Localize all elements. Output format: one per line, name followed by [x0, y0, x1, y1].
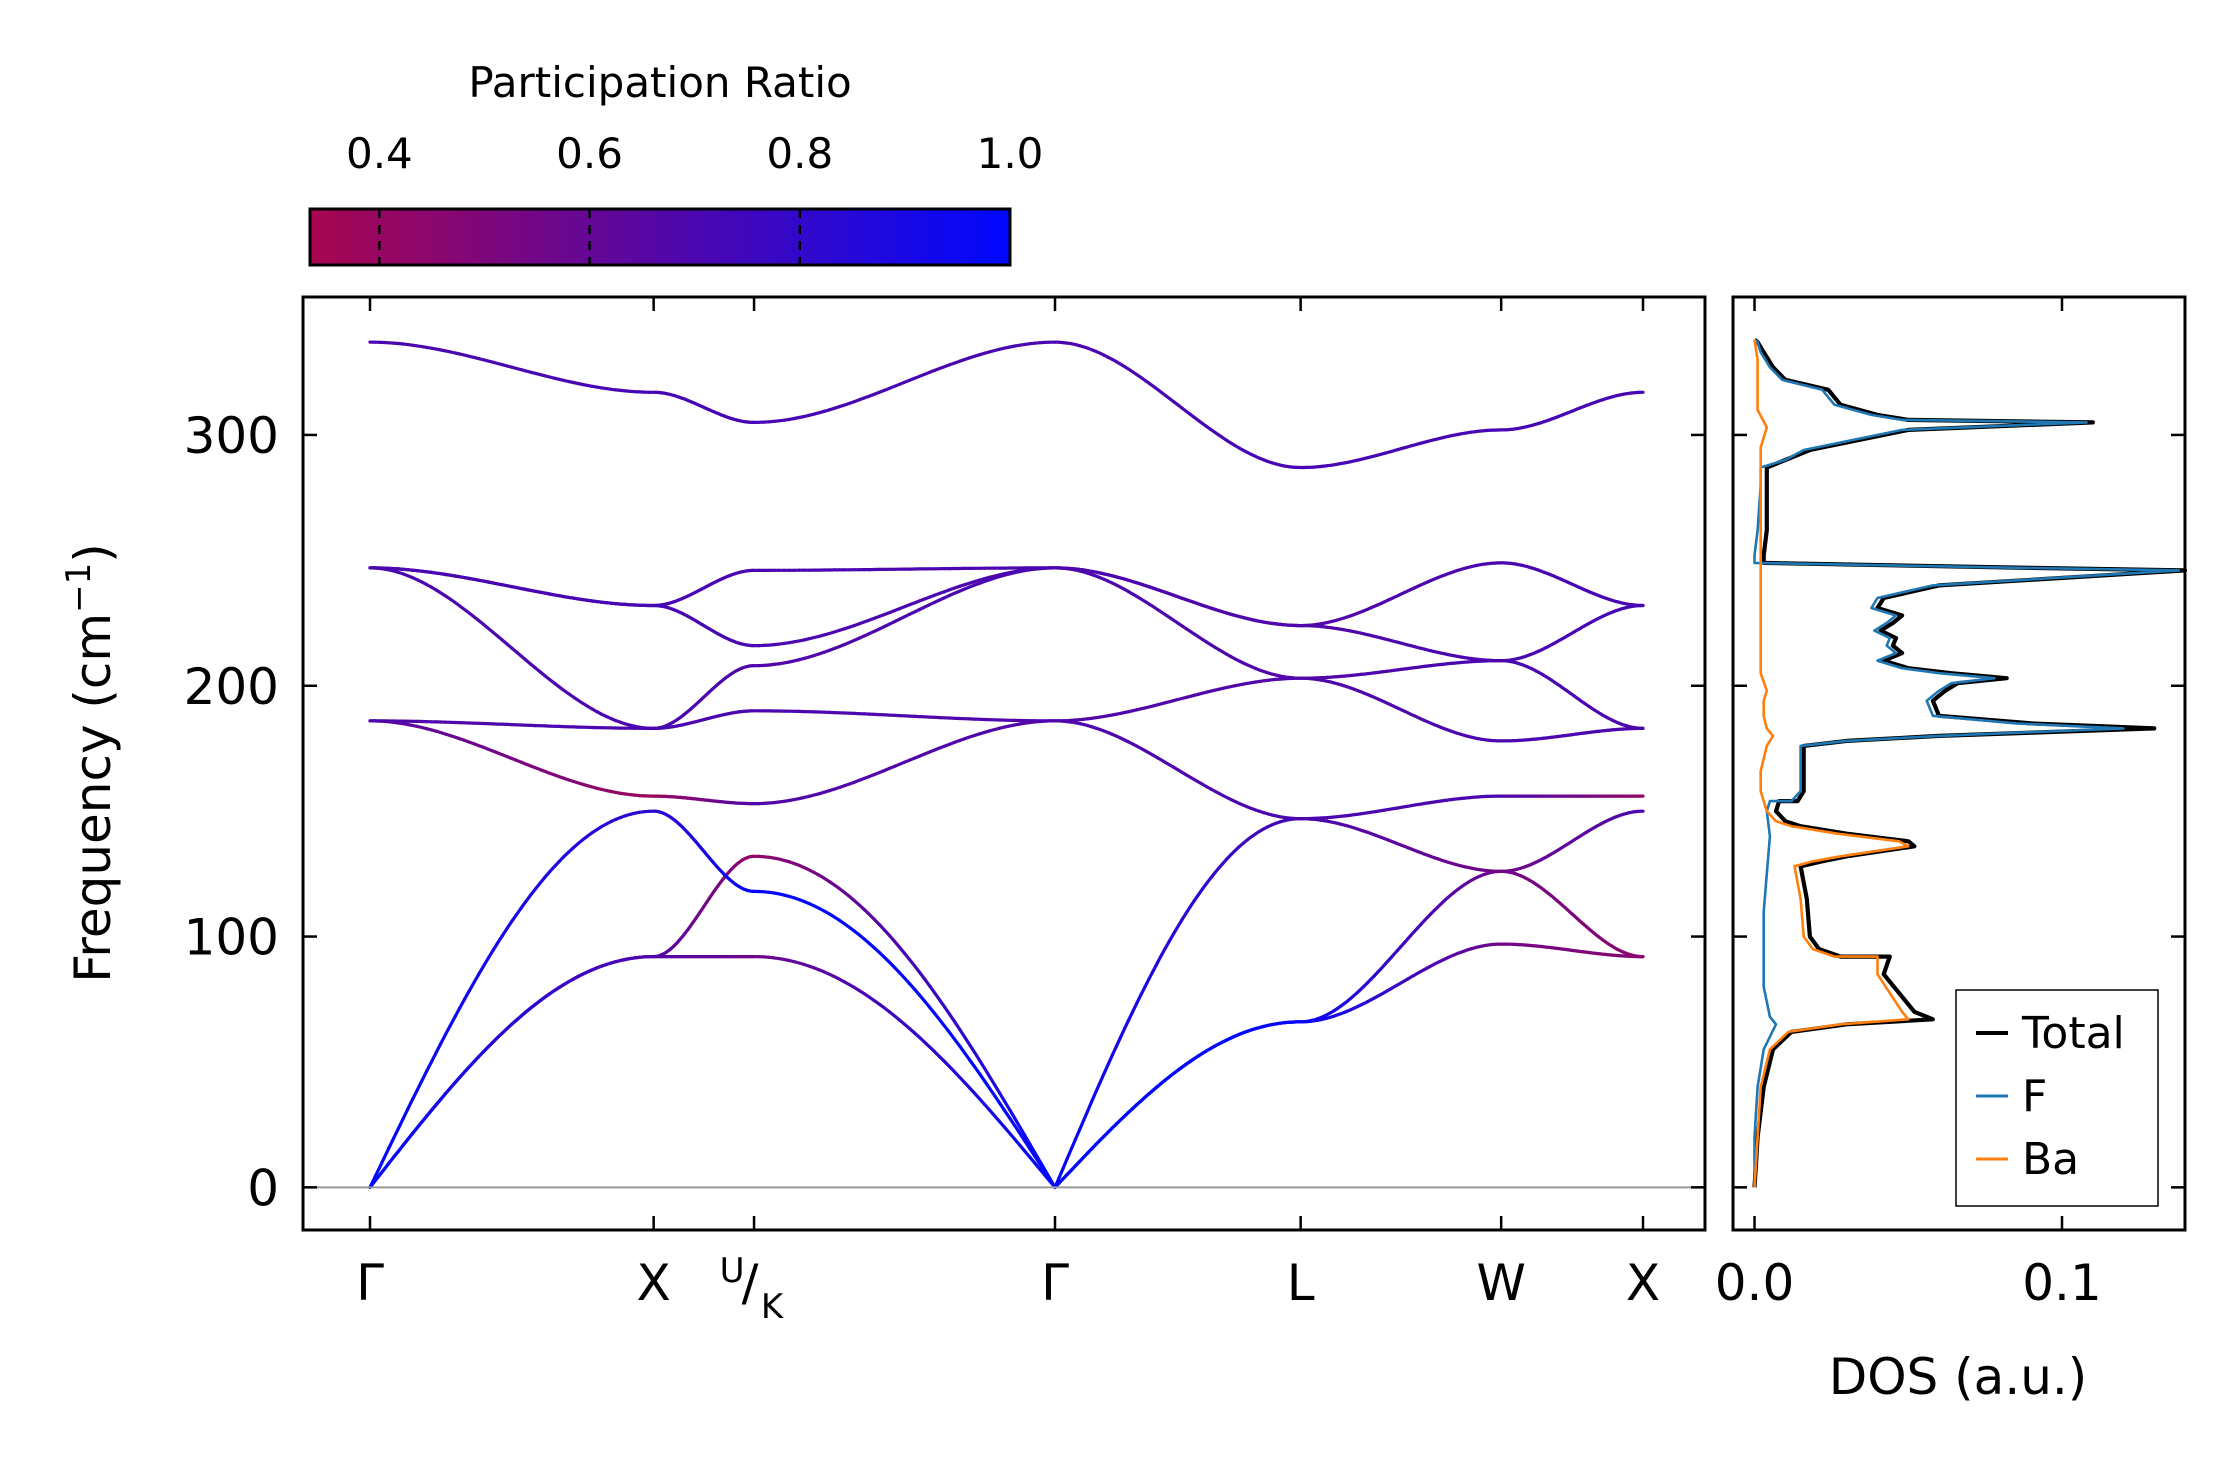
band-segment	[408, 1100, 413, 1110]
legend-f-label: F	[2022, 1071, 2047, 1122]
colorbar-tick-label: 1.0	[977, 129, 1044, 178]
dos-x-tick-label: 0.1	[2022, 1254, 2102, 1312]
x-tick-label: X	[1626, 1254, 1660, 1312]
band-axes-frame	[303, 297, 1705, 1230]
y-axis-label: Frequency (cm−1)	[59, 543, 122, 983]
x-tick-label-slash: /	[742, 1254, 759, 1312]
band-segment	[403, 1109, 408, 1119]
y-tick-label: 200	[184, 658, 279, 716]
legend: Total F Ba	[1956, 990, 2158, 1206]
colorbar-title: Participation Ratio	[468, 58, 851, 107]
x-tick-label: X	[637, 1254, 671, 1312]
dos-series-ba	[1755, 340, 1909, 1188]
colorbar-tick-label: 0.8	[766, 129, 833, 178]
band-segment	[389, 1138, 394, 1148]
colorbar: Participation Ratio 0.4 0.6 0.8 1.0	[310, 58, 1043, 265]
dos-x-tick-label: 0.0	[1715, 1254, 1795, 1312]
dos-panel: 0.0 0.1 DOS (a.u.) Total F Ba	[1715, 297, 2185, 1406]
y-tick-label: 0	[247, 1159, 279, 1217]
y-tick-label: 300	[184, 407, 279, 465]
x-tick-label: Γ	[356, 1254, 384, 1312]
band-segment	[384, 1148, 389, 1158]
x-tick-label: Γ	[1041, 1254, 1069, 1312]
x-tick-label-k: K	[761, 1287, 785, 1327]
band-segment	[394, 1129, 399, 1139]
legend-ba-label: Ba	[2022, 1134, 2079, 1185]
band-segment	[380, 1158, 385, 1168]
legend-total-label: Total	[2021, 1008, 2125, 1059]
band-segment	[398, 1119, 403, 1129]
band-curves	[370, 342, 1643, 1187]
dos-x-axis-label: DOS (a.u.)	[1829, 1348, 2088, 1406]
band-segment	[370, 1178, 375, 1188]
y-tick-label: 100	[184, 909, 279, 967]
x-tick-label: W	[1476, 1254, 1525, 1312]
colorbar-tick-label: 0.4	[346, 129, 413, 178]
colorbar-tick-label: 0.6	[556, 129, 623, 178]
colorbar-gradient	[310, 209, 1010, 265]
x-tick-label: L	[1287, 1254, 1315, 1312]
